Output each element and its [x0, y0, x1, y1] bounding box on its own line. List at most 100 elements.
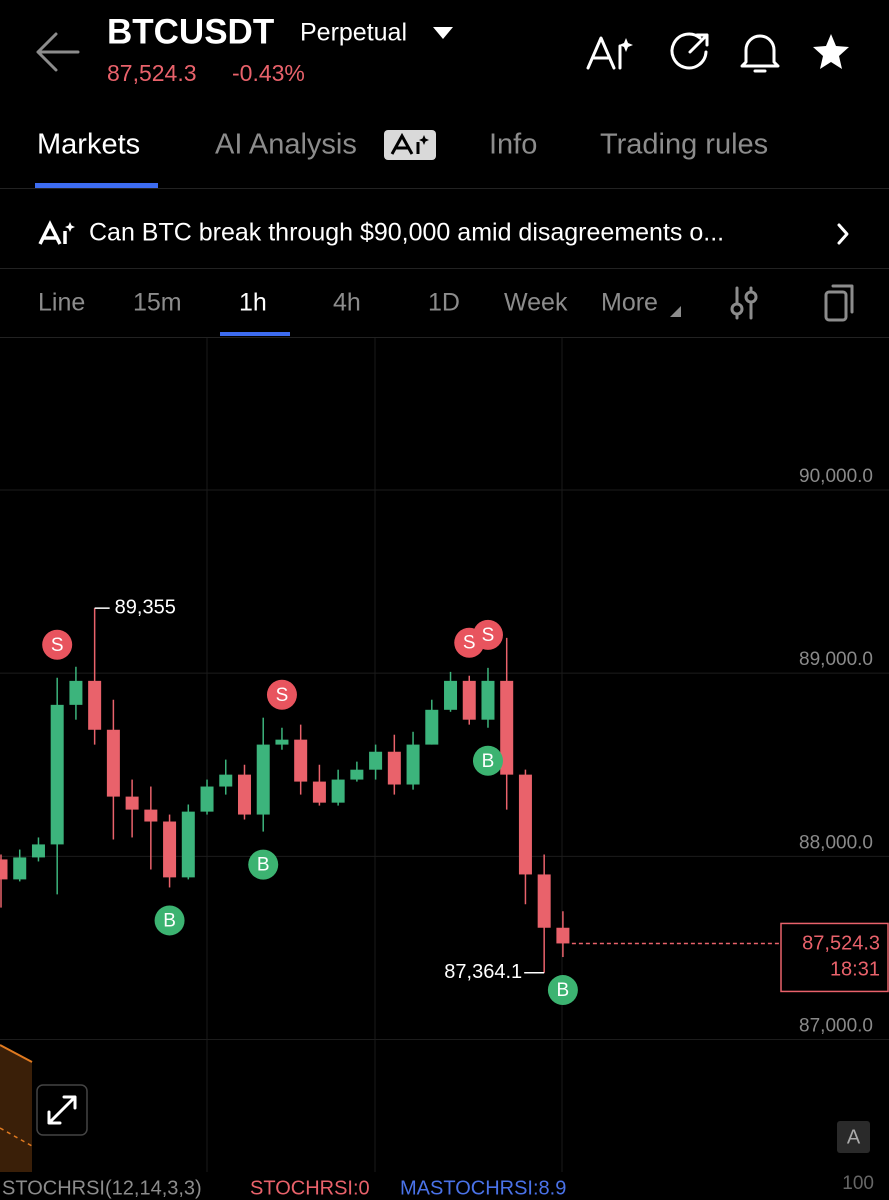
- tab[interactable]: AI Analysis: [215, 129, 357, 161]
- candle-body: [537, 874, 551, 928]
- indicator-name: STOCHRSI(12,14,3,3): [2, 1177, 202, 1199]
- signal-label: B: [257, 855, 270, 876]
- header-change: -0.43%: [232, 60, 305, 86]
- candle-body: [106, 729, 120, 797]
- contract-type[interactable]: Perpetual: [300, 19, 407, 47]
- expand-button[interactable]: [36, 1084, 88, 1136]
- signal-label: B: [163, 910, 176, 931]
- divider: [0, 268, 889, 269]
- signal-label: S: [482, 625, 495, 646]
- candle-body: [406, 744, 420, 785]
- indicator-scale: 100: [842, 1173, 874, 1194]
- candle-body: [219, 774, 233, 787]
- candle-body: [312, 781, 326, 803]
- tab[interactable]: Info: [489, 129, 537, 161]
- candle-body: [518, 774, 532, 875]
- favorite-icon[interactable]: [813, 34, 849, 69]
- indicator-line: [0, 1127, 33, 1147]
- sell-signal: [266, 679, 297, 710]
- tab-indicator: [35, 183, 158, 188]
- last-price-box: [780, 922, 889, 993]
- tab[interactable]: Markets: [37, 129, 140, 161]
- ai-badge: [384, 130, 436, 160]
- buy-signal: [248, 849, 279, 880]
- candle-body: [0, 859, 8, 880]
- high-label: 89,355: [115, 596, 176, 618]
- signal-label: B: [482, 751, 495, 772]
- interval[interactable]: 15m: [133, 289, 182, 317]
- auto-scale-button[interactable]: A: [837, 1121, 870, 1153]
- banner-text[interactable]: Can BTC break through $90,000 amid disag…: [89, 219, 724, 247]
- back-button[interactable]: [36, 32, 80, 72]
- sell-signal: [472, 619, 503, 650]
- candle-body: [369, 751, 383, 770]
- signal-label: S: [51, 635, 64, 656]
- layout-icon[interactable]: [824, 284, 854, 322]
- buy-signal: [472, 745, 503, 776]
- y-tick-label: 89,000.0: [799, 649, 873, 670]
- candle-body: [275, 739, 289, 745]
- indicator-average: MASTOCHRSI:8.9: [400, 1177, 566, 1199]
- buy-signal: [547, 975, 578, 1006]
- interval-indicator: [220, 332, 290, 336]
- candle-body: [13, 857, 27, 880]
- indicator-settings-icon[interactable]: [730, 286, 758, 320]
- interval[interactable]: Week: [504, 289, 568, 317]
- candle-body: [444, 680, 458, 710]
- chart: 87,000.0 88,000.0 89,000.0 90,000.0 89,355 87…: [0, 338, 889, 1172]
- signal-label: S: [463, 633, 476, 654]
- interval[interactable]: More: [601, 289, 658, 317]
- alert-icon[interactable]: [740, 34, 780, 73]
- interval[interactable]: 4h: [333, 289, 361, 317]
- y-tick-label: 87,000.0: [799, 1015, 873, 1036]
- candle-body: [88, 680, 102, 730]
- low-label: 87,364.1: [444, 961, 522, 983]
- candle-body: [69, 680, 83, 705]
- more-arrow: [670, 306, 681, 317]
- candle-body: [125, 796, 139, 810]
- sell-signal: [42, 629, 73, 660]
- candle-body: [350, 769, 364, 780]
- candle-body: [462, 680, 476, 720]
- candle-body: [31, 844, 45, 858]
- interval[interactable]: 1D: [428, 289, 460, 317]
- tab[interactable]: Trading rules: [600, 129, 768, 161]
- symbol: BTCUSDT: [107, 12, 274, 51]
- candle-body: [331, 779, 345, 803]
- candle-body: [556, 927, 570, 944]
- divider: [0, 337, 889, 338]
- header-price: 87,524.3: [107, 60, 197, 86]
- candle-body: [500, 680, 514, 775]
- banner[interactable]: Can BTC break through $90,000 amid disag…: [38, 219, 849, 247]
- candle-body: [425, 709, 439, 745]
- candle-body: [200, 786, 214, 812]
- signal-label: B: [557, 980, 570, 1001]
- dropdown-arrow[interactable]: [433, 27, 453, 39]
- candle-body: [256, 744, 270, 815]
- interval[interactable]: Line: [38, 289, 85, 317]
- candle-body: [481, 680, 495, 720]
- candle-body: [163, 821, 177, 878]
- candle-body: [50, 704, 64, 845]
- share-icon[interactable]: [670, 32, 709, 70]
- candle-body: [237, 774, 251, 815]
- ai-icon[interactable]: [586, 36, 633, 70]
- y-tick-label: 88,000.0: [799, 832, 873, 853]
- last-price-label: 87,524.3: [802, 933, 880, 955]
- indicator-area: [0, 1045, 32, 1172]
- candle-body: [181, 811, 195, 878]
- svg-text:A: A: [847, 1126, 861, 1148]
- candle-body: [294, 739, 308, 782]
- candle-body: [387, 751, 401, 785]
- candle-body: [144, 809, 158, 822]
- buy-signal: [154, 905, 185, 936]
- indicator-value: STOCHRSI:0: [250, 1177, 370, 1199]
- interval[interactable]: 1h: [239, 289, 267, 317]
- indicator-line: [0, 1044, 33, 1063]
- signal-label: S: [276, 685, 289, 706]
- divider: [0, 188, 889, 189]
- countdown: 18:31: [830, 959, 880, 981]
